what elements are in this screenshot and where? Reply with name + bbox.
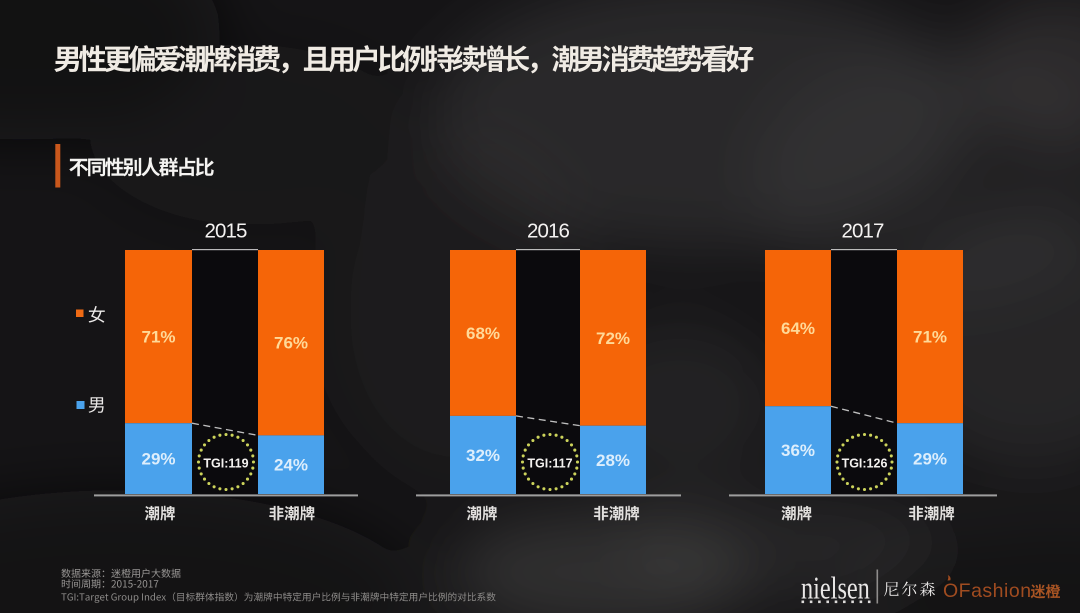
svg-text:2017: 2017 <box>841 220 884 243</box>
svg-text:TGI:126: TGI:126 <box>842 457 888 471</box>
svg-text:29%: 29% <box>913 450 947 469</box>
svg-text:2015: 2015 <box>204 220 247 243</box>
svg-text:32%: 32% <box>466 446 500 465</box>
svg-text:2016: 2016 <box>527 220 570 243</box>
svg-text:TGI:119: TGI:119 <box>203 457 248 471</box>
svg-text:OFashion: OFashion <box>943 580 1032 602</box>
svg-text:68%: 68% <box>466 324 500 343</box>
svg-text:64%: 64% <box>781 319 815 338</box>
svg-text:28%: 28% <box>596 451 630 470</box>
svg-text:29%: 29% <box>141 450 175 469</box>
svg-text:71%: 71% <box>913 328 947 347</box>
svg-text:72%: 72% <box>596 329 630 348</box>
svg-text:24%: 24% <box>274 456 308 475</box>
svg-text:TGI:117: TGI:117 <box>527 457 572 471</box>
svg-text:71%: 71% <box>141 328 175 347</box>
svg-text:76%: 76% <box>274 334 308 353</box>
svg-text:36%: 36% <box>781 441 815 460</box>
